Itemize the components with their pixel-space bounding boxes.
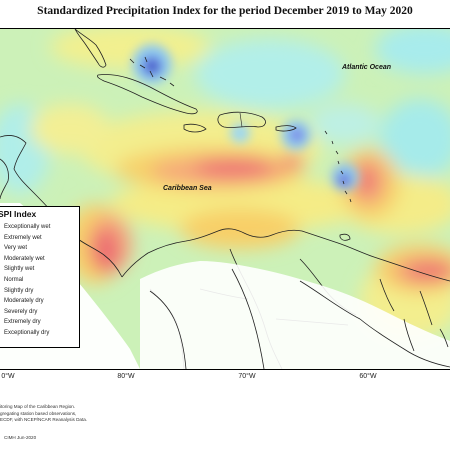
legend-title: SPI Index bbox=[0, 209, 37, 219]
spi-legend: SPI Index Exceptionally wet Extremely wet… bbox=[0, 206, 80, 348]
lon-label-60w: 60°W bbox=[359, 373, 377, 380]
footer-line: ECDF, with NCEP/NCAR Reanalysis Data. bbox=[0, 417, 88, 422]
spi-map: Atlantic Ocean Caribbean Sea bbox=[0, 28, 450, 370]
legend-item: Moderately dry bbox=[4, 298, 44, 305]
legend-items: Exceptionally wet Extremely wet Very wet Mo… bbox=[4, 222, 50, 339]
legend-item: Severely dry bbox=[4, 308, 38, 315]
lon-label-90w: 0°W bbox=[1, 373, 15, 380]
legend-item: Extremely dry bbox=[4, 319, 41, 326]
footer-notes: itoring Map of the Caribbean Region. gre… bbox=[0, 404, 87, 424]
legend-item: Very wet bbox=[4, 245, 28, 252]
hispaniola-border bbox=[239, 112, 243, 128]
spi-map-canvas bbox=[0, 29, 450, 369]
lon-label-80w: 80°W bbox=[117, 373, 135, 380]
credit-text: CIMH Jun-2020 bbox=[4, 435, 37, 440]
map-title: Standardized Precipitation Index for the… bbox=[37, 5, 413, 17]
legend-item: Moderately wet bbox=[4, 255, 45, 262]
legend-item: Extremely wet bbox=[4, 234, 42, 241]
legend-item: Exceptionally wet bbox=[4, 224, 51, 230]
caribbean-sea-label: Caribbean Sea bbox=[163, 185, 212, 192]
footer-line: gregating station based observations, bbox=[0, 410, 77, 416]
legend-item: Slightly dry bbox=[4, 287, 34, 294]
footer-line: itoring Map of the Caribbean Region. bbox=[0, 404, 76, 409]
inland-borders bbox=[149, 268, 450, 369]
legend-item: Normal bbox=[4, 276, 24, 283]
atlantic-ocean-label: Atlantic Ocean bbox=[342, 64, 392, 71]
legend-item: Exceptionally dry bbox=[4, 329, 50, 336]
legend-item: Slightly wet bbox=[4, 266, 35, 273]
lon-label-70w: 70°W bbox=[238, 373, 256, 380]
